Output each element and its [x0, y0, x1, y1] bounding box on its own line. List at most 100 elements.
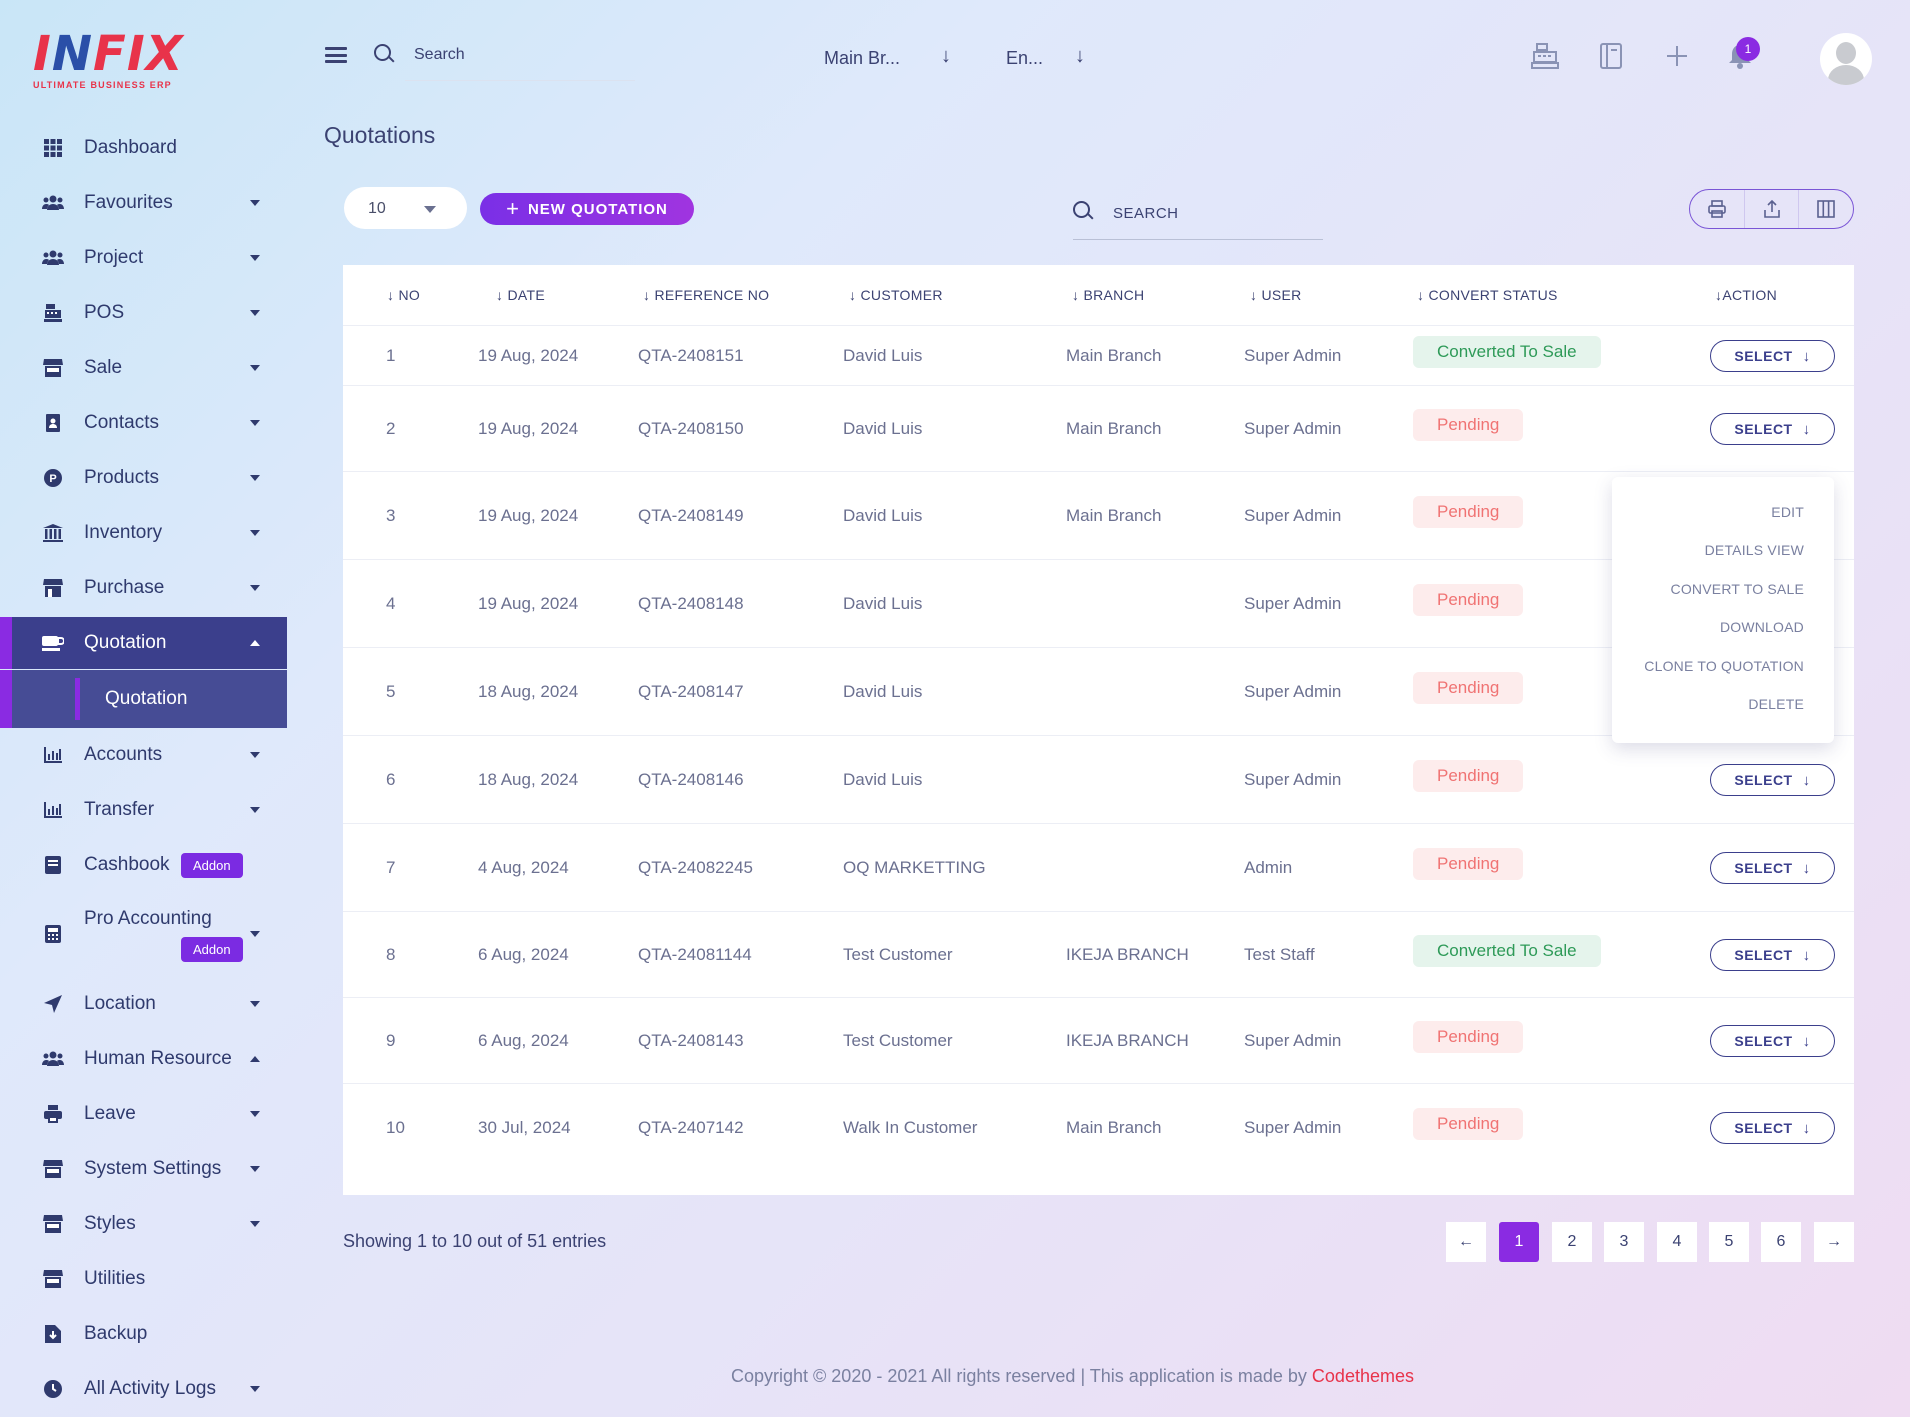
- quotation-icon: [42, 632, 64, 654]
- notebook-icon[interactable]: [1598, 42, 1626, 72]
- menu-item-edit[interactable]: EDIT: [1771, 504, 1804, 520]
- cell-user: Super Admin: [1244, 594, 1342, 613]
- select-action-button[interactable]: SELECT ↓: [1710, 1112, 1835, 1144]
- sidebar-item-utilities[interactable]: Utilities: [0, 1253, 287, 1305]
- pagination-page-4[interactable]: 4: [1657, 1222, 1697, 1262]
- menu-item-convert-to-sale[interactable]: CONVERT TO SALE: [1670, 581, 1804, 597]
- menu-toggle-button[interactable]: [325, 47, 347, 63]
- cell-no: 8: [386, 945, 396, 964]
- per-page-select[interactable]: 10: [344, 187, 467, 229]
- column-header-no[interactable]: ↓ NO: [387, 287, 421, 303]
- upload-icon: [1763, 199, 1780, 218]
- select-action-button[interactable]: SELECT ↓: [1710, 340, 1835, 372]
- cell-date: 19 Aug, 2024: [478, 346, 579, 365]
- cell-no: 4: [386, 594, 396, 613]
- menu-item-details-view[interactable]: DETAILS VIEW: [1704, 542, 1804, 558]
- columns-icon: [1817, 200, 1835, 218]
- sidebar-item-leave[interactable]: Leave: [0, 1088, 287, 1140]
- sidebar-item-location[interactable]: Location: [0, 978, 287, 1030]
- sidebar-item-inventory[interactable]: Inventory: [0, 507, 287, 559]
- sidebar-item-project[interactable]: Project: [0, 232, 287, 284]
- sidebar-item-all-activity-logs[interactable]: All Activity Logs: [0, 1363, 287, 1415]
- branch-select[interactable]: Main Br...: [824, 48, 901, 68]
- sidebar-item-favourites[interactable]: Favourites: [0, 177, 287, 229]
- sidebar-item-cashbook[interactable]: Cashbook Addon: [0, 839, 287, 891]
- store-icon: [42, 577, 64, 599]
- column-header-customer[interactable]: ↓ CUSTOMER: [849, 287, 943, 303]
- select-action-button[interactable]: SELECT ↓: [1710, 852, 1835, 884]
- column-header-user[interactable]: ↓ USER: [1250, 287, 1302, 303]
- plus-icon[interactable]: [1663, 42, 1691, 72]
- pagination-page-1[interactable]: 1: [1499, 1222, 1539, 1262]
- top-search-input[interactable]: Search: [414, 46, 465, 63]
- sidebar-item-dashboard[interactable]: Dashboard: [0, 122, 287, 174]
- column-header-date[interactable]: ↓ DATE: [496, 287, 545, 303]
- chevron-down-icon: [250, 752, 260, 758]
- search-icon[interactable]: [374, 44, 396, 66]
- select-action-button[interactable]: SELECT ↓: [1710, 939, 1835, 971]
- pagination-page-5[interactable]: 5: [1709, 1222, 1749, 1262]
- arrow-down-icon[interactable]: ↓: [1075, 45, 1085, 67]
- sidebar-item-contacts[interactable]: Contacts: [0, 397, 287, 449]
- svg-text:P: P: [49, 473, 56, 485]
- cell-customer: David Luis: [843, 419, 923, 438]
- column-header-branch[interactable]: ↓ BRANCH: [1072, 287, 1145, 303]
- status-badge: Pending: [1413, 409, 1524, 441]
- table-search-input[interactable]: SEARCH: [1113, 205, 1179, 222]
- status-badge: Pending: [1413, 672, 1524, 704]
- location-arrow-icon: [42, 993, 64, 1015]
- select-action-button[interactable]: SELECT ↓: [1710, 1025, 1835, 1057]
- arrow-down-icon[interactable]: ↓: [941, 45, 951, 67]
- cell-ref: QTA-2408148: [638, 594, 744, 613]
- cell-ref: QTA-24082245: [638, 858, 753, 877]
- logo[interactable]: INFIX ULTIMATE BUSINESS ERP: [33, 26, 184, 90]
- menu-item-clone-to-quotation[interactable]: CLONE TO QUOTATION: [1644, 658, 1804, 674]
- export-button[interactable]: [1745, 190, 1800, 228]
- sidebar-item-pro-accounting[interactable]: Pro Accounting Addon: [0, 894, 287, 974]
- cash-register-icon[interactable]: [1531, 42, 1559, 72]
- file-download-icon: [42, 1323, 64, 1345]
- select-action-button[interactable]: SELECT ↓: [1710, 764, 1835, 796]
- sidebar-item-human-resource[interactable]: Human Resource: [0, 1033, 287, 1085]
- product-icon: P: [42, 467, 64, 489]
- columns-button[interactable]: [1799, 190, 1853, 228]
- sidebar-item-system-settings[interactable]: System Settings: [0, 1143, 287, 1195]
- sidebar-item-transfer[interactable]: Transfer: [0, 784, 287, 836]
- arrow-down-icon: ↓: [1802, 1119, 1811, 1137]
- sidebar-item-accounts[interactable]: Accounts: [0, 729, 287, 781]
- brand-link[interactable]: Codethemes: [1311, 1366, 1414, 1386]
- column-header-convert-status[interactable]: ↓ CONVERT STATUS: [1417, 287, 1558, 303]
- pagination-next[interactable]: →: [1814, 1222, 1854, 1262]
- pagination-page-6[interactable]: 6: [1761, 1222, 1801, 1262]
- new-quotation-button[interactable]: + NEW QUOTATION: [480, 193, 694, 225]
- chart-icon: [42, 799, 64, 821]
- sidebar-item-quotation[interactable]: Quotation: [0, 617, 287, 669]
- sidebar-item-pos[interactable]: POS: [0, 287, 287, 339]
- sidebar-item-purchase[interactable]: Purchase: [0, 562, 287, 614]
- sidebar-item-styles[interactable]: Styles: [0, 1198, 287, 1250]
- cell-customer: David Luis: [843, 682, 923, 701]
- menu-item-download[interactable]: DOWNLOAD: [1719, 619, 1804, 635]
- menu-item-delete[interactable]: DELETE: [1748, 696, 1804, 712]
- select-action-button[interactable]: SELECT ↓: [1710, 413, 1835, 445]
- calculator-icon: [42, 923, 64, 945]
- column-header-reference[interactable]: ↓ REFERENCE NO: [643, 287, 770, 303]
- avatar[interactable]: [1820, 33, 1872, 85]
- search-icon[interactable]: [1073, 201, 1095, 223]
- pagination-page-3[interactable]: 3: [1604, 1222, 1644, 1262]
- column-header-action[interactable]: ↓ACTION: [1715, 287, 1778, 303]
- sidebar-item-products[interactable]: P Products: [0, 452, 287, 504]
- arrow-down-icon: ↓: [1802, 771, 1811, 789]
- pagination-prev[interactable]: ←: [1446, 1222, 1486, 1262]
- sidebar-subitem-quotation[interactable]: Quotation: [0, 670, 287, 728]
- arrow-down-icon: ↓: [1802, 420, 1811, 438]
- pagination-page-2[interactable]: 2: [1552, 1222, 1592, 1262]
- sidebar-item-backup[interactable]: Backup: [0, 1308, 287, 1360]
- table-row: 2 19 Aug, 2024 QTA-2408150 David Luis Main B…: [343, 385, 1854, 471]
- language-select[interactable]: En...: [1006, 48, 1044, 68]
- sidebar-item-sale[interactable]: Sale: [0, 342, 287, 394]
- cell-no: 2: [386, 419, 396, 438]
- print-button[interactable]: [1690, 190, 1745, 228]
- cell-no: 5: [386, 682, 396, 701]
- arrow-down-icon: ↓: [1802, 859, 1811, 877]
